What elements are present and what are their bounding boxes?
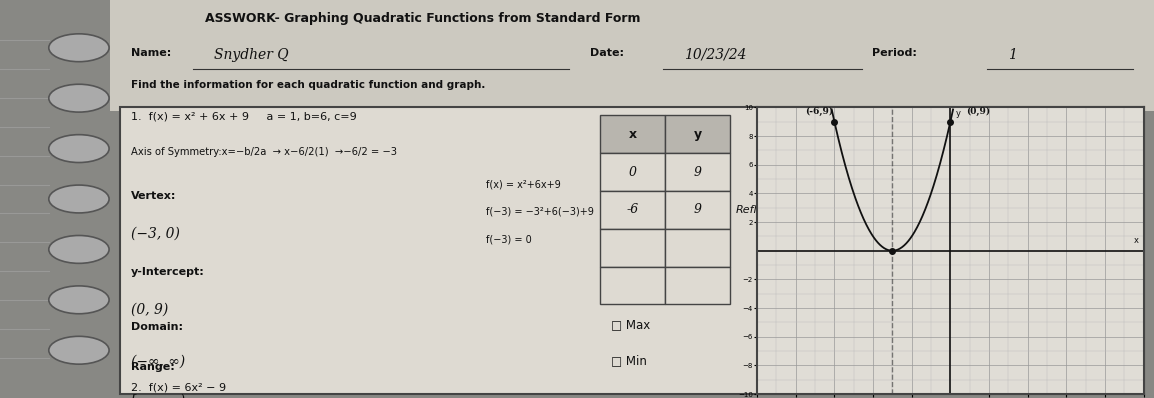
Text: (−∞, ∞): (−∞, ∞) <box>130 354 185 368</box>
Text: f(−3) = 0: f(−3) = 0 <box>486 235 531 245</box>
FancyBboxPatch shape <box>665 153 730 191</box>
Text: 1.  f(x) = x² + 6x + 9     a = 1, b=6, c=9: 1. f(x) = x² + 6x + 9 a = 1, b=6, c=9 <box>130 111 357 121</box>
Text: (0, 9): (0, 9) <box>130 302 167 316</box>
Text: (0,9): (0,9) <box>966 107 990 116</box>
Text: y: y <box>694 128 702 141</box>
Ellipse shape <box>48 286 110 314</box>
Text: 0: 0 <box>629 166 637 179</box>
Text: y: y <box>957 109 961 118</box>
Text: (−3, 0): (−3, 0) <box>130 227 179 241</box>
Text: -6: -6 <box>627 203 639 217</box>
Text: Range:: Range: <box>130 362 174 372</box>
Text: Axis of Symmetry:x=−b/2a  → x−6/2(1)  →−6/2 = −3: Axis of Symmetry:x=−b/2a → x−6/2(1) →−6/… <box>130 147 397 157</box>
Ellipse shape <box>48 185 110 213</box>
FancyBboxPatch shape <box>120 107 1144 394</box>
Text: 9: 9 <box>694 166 702 179</box>
Text: ASSWORK- Graphing Quadratic Functions from Standard Form: ASSWORK- Graphing Quadratic Functions fr… <box>205 12 640 25</box>
Text: Domain:: Domain: <box>130 322 182 332</box>
Ellipse shape <box>48 135 110 162</box>
Text: Snydher Q: Snydher Q <box>215 48 288 62</box>
FancyBboxPatch shape <box>110 0 1154 111</box>
Text: [−∞, ∞): [−∞, ∞) <box>130 394 185 398</box>
Text: □ Min: □ Min <box>610 354 646 367</box>
FancyBboxPatch shape <box>600 267 665 304</box>
Text: Find the information for each quadratic function and graph.: Find the information for each quadratic … <box>130 80 485 90</box>
FancyBboxPatch shape <box>600 191 665 229</box>
Text: (-6,9): (-6,9) <box>805 107 833 116</box>
FancyBboxPatch shape <box>665 115 730 153</box>
Ellipse shape <box>48 236 110 263</box>
Text: Vertex:: Vertex: <box>130 191 175 201</box>
Text: Name:: Name: <box>130 48 171 58</box>
FancyBboxPatch shape <box>665 229 730 267</box>
Text: Date:: Date: <box>590 48 624 58</box>
Text: 10/23/24: 10/23/24 <box>684 48 747 62</box>
Text: 9: 9 <box>694 203 702 217</box>
FancyBboxPatch shape <box>600 229 665 267</box>
Ellipse shape <box>48 84 110 112</box>
Text: 1: 1 <box>1007 48 1017 62</box>
Text: f(−3) = −3²+6(−3)+9: f(−3) = −3²+6(−3)+9 <box>486 207 593 217</box>
Ellipse shape <box>48 34 110 62</box>
Text: x: x <box>1133 236 1138 245</box>
Text: □ Max: □ Max <box>610 318 650 332</box>
Text: f(x) = x²+6x+9: f(x) = x²+6x+9 <box>486 179 561 189</box>
Text: Period:: Period: <box>872 48 917 58</box>
Text: Refled: Refled <box>735 205 771 215</box>
FancyBboxPatch shape <box>600 153 665 191</box>
Text: x: x <box>629 128 637 141</box>
Ellipse shape <box>48 336 110 364</box>
FancyBboxPatch shape <box>600 115 665 153</box>
FancyBboxPatch shape <box>665 191 730 229</box>
FancyBboxPatch shape <box>665 267 730 304</box>
Text: y-Intercept:: y-Intercept: <box>130 267 204 277</box>
Text: 2.  f(x) = 6x² − 9: 2. f(x) = 6x² − 9 <box>130 382 226 392</box>
